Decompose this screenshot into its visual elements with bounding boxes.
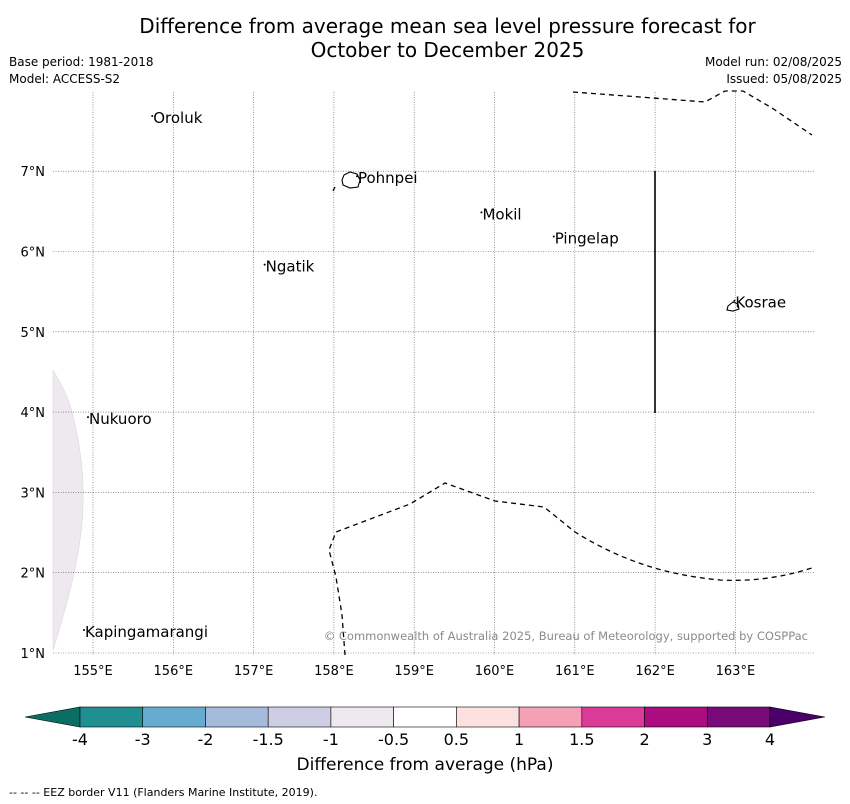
- island-marker: [480, 211, 483, 214]
- model-info: Base period: 1981-2018 Model: ACCESS-S2: [9, 54, 154, 88]
- lat-tick-label: 5°N: [21, 326, 46, 341]
- lon-tick-label: 156°E: [154, 664, 194, 679]
- island-marker: [733, 299, 736, 302]
- kosrae-island: [726, 301, 740, 312]
- colorbar: -4 -3 -2 -1.5 -1 -0.5 0.5 1 1.5 2 3 4: [24, 706, 826, 749]
- colorbar-tick-label: -0.5: [378, 730, 409, 749]
- model-run: Model run: 02/08/2025: [704, 55, 842, 69]
- base-period: Base period: 1981-2018: [9, 55, 154, 69]
- colorbar-segment: [644, 706, 708, 728]
- colorbar-tick-label: 1.5: [569, 730, 594, 749]
- colorbar-segment: [706, 706, 771, 728]
- lat-tick-label: 3°N: [21, 486, 46, 501]
- lon-tick-label: 158°E: [314, 664, 354, 679]
- colorbar-tick-label: -4: [72, 730, 88, 749]
- colorbar-segment: [330, 706, 394, 728]
- run-info: Model run: 02/08/2025 Issued: 05/08/2025: [705, 54, 842, 88]
- island-marker: [263, 263, 266, 266]
- title-line-2: October to December 2025: [310, 38, 585, 62]
- colorbar-tick-label: 2: [639, 730, 649, 749]
- island-marker: [151, 115, 154, 118]
- axis-labels: 155°E 156°E 157°E 158°E 159°E 160°E 161°E 162°E…: [21, 165, 756, 679]
- lat-tick-label: 4°N: [21, 406, 46, 421]
- place-label: Pohnpei: [358, 169, 418, 187]
- place-label: Pingelap: [555, 229, 619, 247]
- colorbar-segment: [456, 706, 520, 728]
- lon-tick-label: 160°E: [475, 664, 515, 679]
- colorbar-segment: [581, 706, 645, 728]
- colorbar-segment: [142, 706, 206, 728]
- colorbar-segment: [518, 706, 583, 728]
- title-line-1: Difference from average mean sea level p…: [139, 14, 756, 38]
- colorbar-segment: [393, 706, 457, 728]
- eez-border: [328, 90, 816, 656]
- place-label: Mokil: [482, 205, 521, 223]
- island-marker: [82, 628, 85, 631]
- model-name: Model: ACCESS-S2: [9, 72, 121, 86]
- colorbar-over-triangle: [769, 706, 826, 728]
- colorbar-label: Difference from average (hPa): [296, 755, 554, 775]
- eez-legend-note: -- -- -- EEZ border V11 (Flanders Marine…: [9, 786, 318, 799]
- island-outlines: [341, 171, 740, 312]
- colorbar-under-triangle: [24, 706, 81, 728]
- island-marker: [86, 416, 89, 419]
- colorbar-tick-label: 3: [702, 730, 712, 749]
- pressure-shading: [52, 369, 84, 651]
- colorbar-segment: [205, 706, 269, 728]
- negative-anomaly-shading: [52, 369, 84, 651]
- place-label: Kosrae: [735, 294, 786, 312]
- colorbar-tick-label: -1: [323, 730, 339, 749]
- colorbar-segment: [267, 706, 332, 728]
- lon-tick-label: 159°E: [394, 664, 434, 679]
- colorbar-tick-label: 0.5: [444, 730, 469, 749]
- place-label: Nukuoro: [89, 410, 152, 428]
- map-title: Difference from average mean sea level p…: [0, 14, 850, 62]
- eez-border-north: [572, 90, 813, 136]
- island-marker: [552, 235, 555, 238]
- lat-tick-label: 1°N: [21, 647, 46, 662]
- place-labels: Oroluk Pohnpei Mokil Pingelap Ngatik Kosrae Nu…: [82, 109, 786, 641]
- place-label: Kapingamarangi: [85, 623, 208, 641]
- colorbar-tick-label: -3: [135, 730, 151, 749]
- island-marker: [355, 175, 358, 178]
- colorbar-tick-label: 4: [765, 730, 775, 749]
- lon-tick-label: 163°E: [716, 664, 756, 679]
- lat-tick-label: 6°N: [21, 246, 46, 261]
- colorbar-tick-label: -1.5: [253, 730, 284, 749]
- place-label: Oroluk: [153, 109, 202, 127]
- colorbar-tick-label: -2: [197, 730, 213, 749]
- pohnpei-island: [341, 171, 361, 189]
- place-label: Ngatik: [266, 258, 315, 276]
- eez-border-pohnpei-tick: [332, 186, 336, 192]
- graticule: [53, 92, 815, 655]
- lat-tick-label: 7°N: [21, 165, 46, 180]
- lon-tick-label: 162°E: [635, 664, 675, 679]
- eez-border-south: [328, 482, 816, 656]
- lon-tick-label: 155°E: [73, 664, 113, 679]
- colorbar-segment: [79, 706, 144, 728]
- copyright-notice: © Commonwealth of Australia 2025, Bureau…: [324, 629, 808, 643]
- lat-tick-label: 2°N: [21, 567, 46, 582]
- lon-tick-label: 157°E: [234, 664, 274, 679]
- issued-date: Issued: 05/08/2025: [726, 72, 842, 86]
- lon-tick-label: 161°E: [555, 664, 595, 679]
- colorbar-tick-label: 1: [514, 730, 524, 749]
